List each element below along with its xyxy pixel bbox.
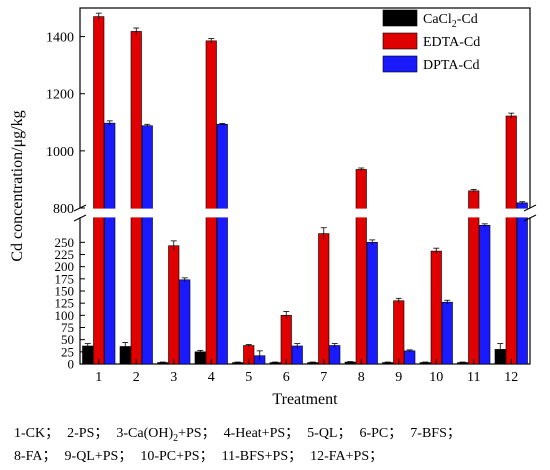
bar-DPTA-Cd-3 <box>179 279 191 365</box>
y-tick-label-125: 125 <box>55 296 75 311</box>
bar-CaCl2-Cd-1 <box>82 345 94 365</box>
legend-label-DPTA-Cd: DPTA-Cd <box>423 58 479 73</box>
bar-DPTA-Cd-6 <box>291 345 303 365</box>
x-tick-label-6: 6 <box>283 370 290 385</box>
x-tick-label-8: 8 <box>358 370 365 385</box>
legend-label-CaCl2-Cd: CaCl2-Cd <box>423 12 478 30</box>
axis-break-mark-left-1 <box>73 214 87 222</box>
bar-DPTA-Cd-9 <box>404 350 416 365</box>
legend-swatch-CaCl2-Cd <box>382 9 418 27</box>
bar-DPTA-Cd-4 <box>216 123 228 365</box>
legend-swatch-EDTA-Cd <box>382 32 418 50</box>
bar-EDTA-Cd-9 <box>393 300 405 365</box>
caption-item: 6-PC； <box>359 426 403 441</box>
caption-item: 4-Heat+PS； <box>223 426 300 441</box>
x-tick-label-10: 10 <box>429 370 443 385</box>
y-tick-label-25: 25 <box>61 344 74 359</box>
legend: CaCl2-Cd EDTA-Cd DPTA-Cd <box>382 9 480 73</box>
y-tick-label-800: 800 <box>53 202 74 217</box>
y-tick-label-1400: 1400 <box>46 31 74 46</box>
y-tick-label-175: 175 <box>55 271 75 286</box>
x-tick-label-7: 7 <box>320 370 327 385</box>
x-tick-label-5: 5 <box>245 370 252 385</box>
bar-EDTA-Cd-10 <box>430 250 442 365</box>
caption-item: 2-PS； <box>67 426 109 441</box>
caption-item: 10-PC+PS； <box>140 449 214 464</box>
x-tick-label-9: 9 <box>395 370 402 385</box>
y-tick-label-150: 150 <box>55 284 75 299</box>
caption-item: 3-Ca(OH)2+PS； <box>116 426 216 444</box>
bar-DPTA-Cd-12 <box>516 202 528 365</box>
caption-item: 8-FA； <box>14 449 57 464</box>
y-axis-title: Cd concentration/μg/kg <box>9 110 26 261</box>
y-tick-label-1200: 1200 <box>46 88 74 103</box>
y-tick-label-100: 100 <box>55 308 75 323</box>
bar-EDTA-Cd-6 <box>280 315 292 365</box>
bar-EDTA-Cd-2 <box>130 31 142 365</box>
bar-DPTA-Cd-2 <box>141 125 153 365</box>
x-tick-label-3: 3 <box>170 370 177 385</box>
x-tick-label-12: 12 <box>504 370 518 385</box>
bar-EDTA-Cd-4 <box>205 40 217 365</box>
x-tick-label-2: 2 <box>133 370 140 385</box>
caption-item: 5-QL； <box>307 426 352 441</box>
x-axis-title: Treatment <box>272 391 338 408</box>
x-tick-label-11: 11 <box>467 370 480 385</box>
y-tick-label-75: 75 <box>61 320 74 335</box>
caption-line-1: 1-CK； 2-PS； 3-Ca(OH)2+PS； 4-Heat+PS； 5-QL； 6-… <box>14 422 469 444</box>
y-tick-label-50: 50 <box>61 332 74 347</box>
bar-DPTA-Cd-1 <box>104 122 116 365</box>
bar-DPTA-Cd-7 <box>329 345 341 365</box>
x-tick-label-1: 1 <box>95 370 102 385</box>
y-tick-label-1000: 1000 <box>46 145 74 160</box>
bar-DPTA-Cd-8 <box>366 242 378 365</box>
caption-item: 1-CK； <box>14 426 60 441</box>
caption-item: 11-BFS+PS； <box>221 449 303 464</box>
axis-break-mark-right-0 <box>523 204 537 212</box>
bar-EDTA-Cd-3 <box>168 245 180 365</box>
legend-swatch-DPTA-Cd <box>382 55 418 73</box>
axis-break-gap <box>74 208 536 218</box>
bar-EDTA-Cd-8 <box>355 169 367 365</box>
bar-DPTA-Cd-10 <box>441 301 453 365</box>
caption-item: 9-QL+PS； <box>64 449 133 464</box>
legend-label-EDTA-Cd: EDTA-Cd <box>423 35 480 50</box>
caption-item: 7-BFS； <box>410 426 461 441</box>
y-tick-label-0: 0 <box>68 357 75 372</box>
bar-EDTA-Cd-1 <box>93 16 105 365</box>
plot-frame <box>79 7 531 365</box>
bar-EDTA-Cd-12 <box>505 115 517 365</box>
y-tick-label-200: 200 <box>55 259 75 274</box>
x-tick-label-4: 4 <box>208 370 215 385</box>
bar-chart: 0255075100125150175200225250800100012001… <box>9 7 537 408</box>
axis-break-mark-right-1 <box>523 214 537 222</box>
caption-line-2: 8-FA； 9-QL+PS； 10-PC+PS； 11-BFS+PS； 12-FA+PS… <box>14 445 391 465</box>
bar-EDTA-Cd-7 <box>318 233 330 365</box>
y-tick-label-225: 225 <box>55 247 75 262</box>
bar-CaCl2-Cd-4 <box>194 351 206 365</box>
caption-item: 12-FA+PS； <box>310 449 384 464</box>
bar-DPTA-Cd-11 <box>479 225 491 365</box>
y-tick-label-250: 250 <box>55 235 75 250</box>
